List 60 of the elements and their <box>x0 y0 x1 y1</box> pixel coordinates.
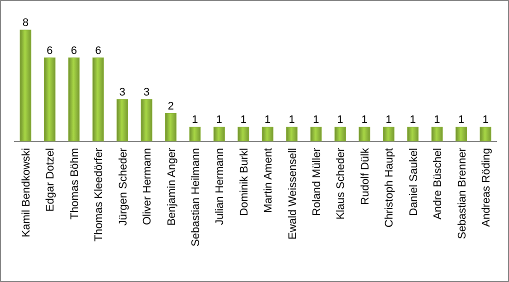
x-tick-label: Sebastian Heilmann <box>190 148 202 246</box>
data-label: 1 <box>434 114 440 126</box>
data-label: 1 <box>361 114 368 126</box>
x-tick-label: Rudolf Dülk <box>359 148 372 205</box>
x-tick-label: Julian Hermann <box>214 148 226 226</box>
data-label: 1 <box>337 114 344 126</box>
x-tick-label: Jürgen Scheder <box>117 148 130 226</box>
x-tick-label: Thomas Kleedörfer <box>93 148 106 242</box>
data-label: 8 <box>22 17 29 29</box>
bar <box>262 126 274 142</box>
x-tick-label: Ewald Weissensell <box>286 148 299 240</box>
bar <box>310 126 322 142</box>
x-tick-label: Martin Ament <box>262 148 275 213</box>
bar <box>189 126 201 142</box>
data-label: 3 <box>143 86 150 98</box>
data-label: 1 <box>410 114 416 126</box>
x-tick-label: Edgar Dotzel <box>44 148 57 212</box>
x-tick-label: Christoph Haupt <box>384 148 396 228</box>
x-tick-label: Andre Büschel <box>432 148 444 220</box>
x-tick-label: Klaus Scheder <box>335 148 348 220</box>
bar <box>68 58 80 142</box>
data-label: 1 <box>264 114 271 126</box>
bar <box>456 126 467 142</box>
bar <box>44 58 56 142</box>
bar <box>334 126 346 142</box>
bar <box>286 126 298 142</box>
bar <box>407 126 419 142</box>
bar <box>358 126 370 142</box>
data-label: 1 <box>240 114 246 126</box>
x-tick-label: Thomas Böhm <box>68 148 81 220</box>
data-label: 1 <box>482 114 489 126</box>
bar <box>238 126 250 142</box>
x-tick-label: Roland Müller <box>311 148 324 216</box>
data-label: 1 <box>386 114 392 126</box>
data-label: 1 <box>458 114 464 126</box>
data-label: 6 <box>95 44 102 57</box>
data-label: 1 <box>288 114 295 126</box>
x-tick-label: Andreas Röding <box>480 148 492 227</box>
data-label: 1 <box>216 114 222 126</box>
bar <box>480 126 492 142</box>
bar <box>382 126 394 142</box>
bar <box>165 113 176 142</box>
bar <box>116 99 128 142</box>
bar <box>140 99 152 142</box>
data-label: 6 <box>70 44 77 57</box>
bar <box>20 30 32 142</box>
bar <box>92 58 104 142</box>
x-tick-label: Sebastian Brenner <box>456 148 468 240</box>
x-tick-label: Kamil Bendkowski <box>20 148 32 238</box>
data-label: 1 <box>192 114 198 126</box>
data-label: 3 <box>119 86 126 98</box>
data-label: 1 <box>312 114 320 126</box>
data-label: 2 <box>168 100 174 112</box>
bar <box>213 126 225 142</box>
x-tick-label: Dominik Burkl <box>238 148 250 216</box>
data-label: 6 <box>46 44 53 57</box>
x-tick-label: Benjamin Anger <box>166 148 178 226</box>
x-tick-label: Daniel Saukel <box>408 148 420 216</box>
bar <box>431 126 443 142</box>
x-tick-label: Oliver Hermann <box>142 148 154 226</box>
